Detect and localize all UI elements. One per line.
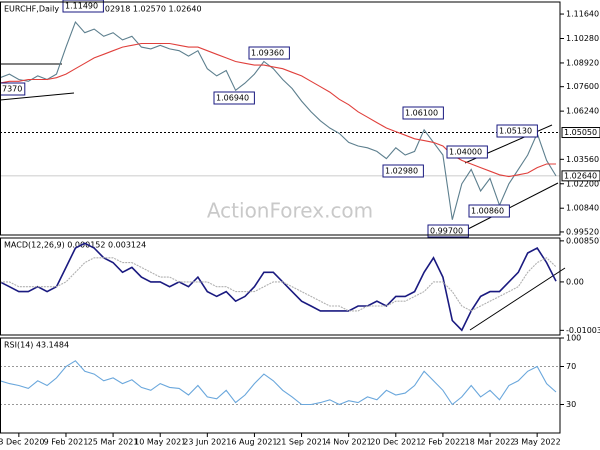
panel-title: RSI(14) 43.1484 — [4, 341, 69, 350]
annotation-box — [496, 124, 538, 138]
panel-frame — [0, 237, 561, 336]
y-tick-label: 0.99520 — [566, 227, 599, 236]
y-tick-label: 70 — [566, 362, 576, 371]
x-tick-label: 25 Mar 2021 — [88, 438, 139, 447]
annotation-label: 1.02980 — [385, 167, 418, 176]
last-price-label: 1.02640 — [564, 171, 597, 180]
x-tick-label: 6 Aug 2021 — [231, 438, 277, 447]
annotation-label: 1.04000 — [449, 148, 482, 157]
annotation-label: 1.06100 — [405, 109, 438, 118]
annotation-box — [427, 224, 469, 238]
y-tick-label: 0.00 — [566, 277, 584, 286]
y-tick-label: 100 — [566, 334, 581, 343]
annotation-label: 1.00860 — [471, 207, 504, 216]
annotation-box — [213, 91, 255, 105]
series-line — [0, 360, 557, 406]
x-tick-label: 10 May 2021 — [134, 438, 186, 447]
y-tick-label: 1.10280 — [566, 34, 599, 43]
trend-line — [0, 92, 75, 101]
series-line — [0, 42, 556, 178]
last-price-box — [561, 170, 600, 182]
annotation-label: 1.06940 — [216, 94, 249, 103]
annotation-box — [468, 204, 510, 218]
x-tick-label: 18 Mar 2022 — [465, 438, 516, 447]
watermark: ActionForex.com — [207, 199, 373, 223]
annotation-box — [248, 46, 290, 60]
level-label-box — [561, 127, 600, 139]
annotation-box — [62, 0, 104, 13]
series-line — [0, 242, 557, 332]
annotation-label: 1.11490 — [65, 2, 98, 11]
annotation-box — [0, 82, 26, 96]
x-tick-label: 23 Dec 2020 — [0, 438, 44, 447]
y-tick-label: 1.00840 — [566, 204, 599, 213]
y-tick-label: 1.02200 — [566, 179, 599, 188]
y-tick-label: 1.06240 — [566, 107, 599, 116]
y-tick-label: 0.008507 — [566, 236, 600, 245]
annotation-label: 0.99700 — [430, 227, 463, 236]
annotation-box — [382, 164, 424, 178]
y-tick-label: 30 — [566, 400, 576, 409]
level-label: 1.05050 — [564, 128, 597, 137]
series-line — [0, 20, 557, 220]
annotation-label: 1.09360 — [251, 49, 284, 58]
annotation-label: 1.05130 — [499, 127, 532, 136]
y-tick-label: 1.07600 — [566, 82, 599, 91]
macd-trend-line — [469, 267, 566, 331]
y-tick-label: 1.08920 — [566, 58, 599, 67]
panel-frame — [0, 1, 561, 236]
x-tick-label: 3 May 2022 — [514, 438, 561, 447]
series-line — [0, 257, 557, 312]
y-tick-label: -0.010034 — [566, 326, 600, 335]
x-tick-label: 2 Feb 2022 — [421, 438, 466, 447]
y-tick-label: 1.11640 — [566, 10, 599, 19]
annotation-box — [402, 106, 444, 120]
x-tick-label: 4 Nov 2021 — [326, 438, 372, 447]
x-tick-label: 20 Dec 2021 — [370, 438, 421, 447]
channel-line — [467, 182, 559, 230]
x-tick-label: 9 Feb 2021 — [44, 438, 89, 447]
x-tick-label: 21 Sep 2021 — [276, 438, 327, 447]
y-tick-label: 1.03560 — [566, 155, 599, 164]
annotation-label: 7370 — [2, 85, 22, 94]
x-tick-label: 23 Jun 2021 — [183, 438, 231, 447]
panel-frame — [0, 337, 561, 434]
panel-title: MACD(12,26,9) 0.000152 0.003124 — [4, 241, 146, 250]
annotation-box — [446, 145, 488, 159]
